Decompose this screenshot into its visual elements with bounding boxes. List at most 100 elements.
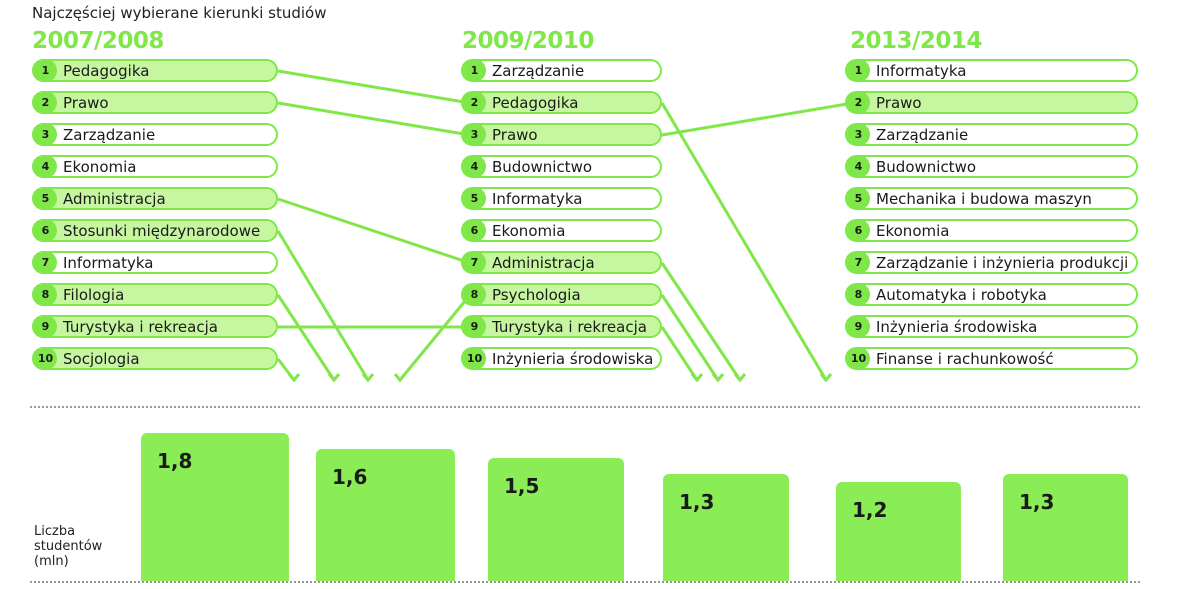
arrow-head bbox=[327, 373, 341, 383]
rank-number-badge: 1 bbox=[847, 59, 870, 82]
y-axis-label-line: studentów bbox=[34, 539, 103, 554]
rank-number-badge: 6 bbox=[34, 219, 57, 242]
rank-number-badge: 4 bbox=[847, 155, 870, 178]
rank-number-badge: 5 bbox=[463, 187, 486, 210]
connector-line bbox=[277, 197, 471, 265]
ranking-item: 7 Administracja bbox=[461, 251, 662, 274]
rank-label: Prawo bbox=[63, 94, 109, 112]
ranking-item: 9 Turystyka i rekreacja bbox=[32, 315, 278, 338]
ranking-item: 7 Informatyka bbox=[32, 251, 278, 274]
connector-line bbox=[276, 230, 370, 381]
ranking-item: 1 Zarządzanie bbox=[461, 59, 662, 82]
bar: 1,6 bbox=[316, 449, 455, 581]
connector-line bbox=[660, 262, 742, 381]
ranking-item: 5 Mechanika i budowa maszyn bbox=[845, 187, 1138, 210]
ranking-item: 2 Prawo bbox=[32, 91, 278, 114]
rank-number-badge: 10 bbox=[463, 347, 486, 370]
rank-number-badge: 10 bbox=[34, 347, 57, 370]
ranking-item: 4 Budownictwo bbox=[845, 155, 1138, 178]
bar-value-label: 1,3 bbox=[1019, 490, 1055, 515]
bar: 1,3 bbox=[663, 474, 789, 581]
rank-label: Ekonomia bbox=[876, 222, 950, 240]
rank-number-badge: 9 bbox=[34, 315, 57, 338]
rank-label: Budownictwo bbox=[492, 158, 593, 176]
ranking-item: 9 Turystyka i rekreacja bbox=[461, 315, 662, 338]
rank-label: Turystyka i rekreacja bbox=[63, 318, 218, 336]
arrow-head bbox=[361, 373, 375, 383]
rank-label: Administracja bbox=[492, 254, 595, 272]
ranking-item: 7 Zarządzanie i inżynieria produkcji bbox=[845, 251, 1138, 274]
ranking-item: 6 Ekonomia bbox=[845, 219, 1138, 242]
year-heading-2009-2010: 2009/2010 bbox=[462, 28, 594, 54]
ranking-item: 3 Zarządzanie bbox=[32, 123, 278, 146]
ranking-item: 9 Inżynieria środowiska bbox=[845, 315, 1138, 338]
rank-label: Ekonomia bbox=[63, 158, 137, 176]
rank-label: Zarządzanie bbox=[876, 126, 969, 144]
rank-label: Psychologia bbox=[492, 286, 581, 304]
rank-label: Informatyka bbox=[876, 62, 967, 80]
rank-label: Pedagogika bbox=[63, 62, 150, 80]
divider-top bbox=[30, 406, 1140, 408]
rank-label: Zarządzanie i inżynieria produkcji bbox=[876, 254, 1129, 272]
rank-label: Socjologia bbox=[63, 350, 140, 368]
rank-number-badge: 2 bbox=[463, 91, 486, 114]
year-heading-2013-2014: 2013/2014 bbox=[850, 28, 982, 54]
rank-label: Prawo bbox=[492, 126, 538, 144]
rank-number-badge: 4 bbox=[463, 155, 486, 178]
arrow-head bbox=[690, 373, 704, 383]
arrow-head bbox=[711, 373, 725, 383]
connector-line bbox=[398, 294, 472, 381]
rank-label: Zarządzanie bbox=[63, 126, 156, 144]
rank-number-badge: 5 bbox=[34, 187, 57, 210]
rank-number-badge: 6 bbox=[463, 219, 486, 242]
ranking-item: 10 Finanse i rachunkowość bbox=[845, 347, 1138, 370]
rank-number-badge: 9 bbox=[847, 315, 870, 338]
rank-label: Finanse i rachunkowość bbox=[876, 350, 1054, 368]
connector-line bbox=[277, 69, 471, 105]
connector-line bbox=[661, 101, 854, 137]
ranking-item: 10 Socjologia bbox=[32, 347, 278, 370]
arrow-head bbox=[287, 373, 301, 383]
bar-value-label: 1,5 bbox=[504, 473, 540, 498]
ranking-list-2007-2008: 1 Pedagogika 2 Prawo 3 Zarządzanie 4 Ekonomia 5 A… bbox=[32, 59, 278, 379]
rank-label: Informatyka bbox=[63, 254, 154, 272]
rank-label: Filologia bbox=[63, 286, 125, 304]
rank-number-badge: 2 bbox=[34, 91, 57, 114]
rank-label: Zarządzanie bbox=[492, 62, 585, 80]
bar: 1,3 bbox=[1003, 474, 1128, 581]
y-axis-label: Liczba studentów (mln) bbox=[34, 524, 102, 569]
rank-number-badge: 5 bbox=[847, 187, 870, 210]
ranking-item: 5 Informatyka bbox=[461, 187, 662, 210]
rank-label: Automatyka i robotyka bbox=[876, 286, 1047, 304]
rank-label: Inżynieria środowiska bbox=[876, 318, 1038, 336]
ranking-item: 3 Prawo bbox=[461, 123, 662, 146]
rank-label: Informatyka bbox=[492, 190, 583, 208]
bar-value-label: 1,3 bbox=[679, 490, 715, 515]
bar-value-label: 1,8 bbox=[157, 449, 193, 473]
ranking-connectors bbox=[276, 69, 854, 383]
rank-number-badge: 3 bbox=[34, 123, 57, 146]
rank-number-badge: 1 bbox=[463, 59, 486, 82]
arrow-head bbox=[819, 373, 833, 383]
ranking-item: 6 Ekonomia bbox=[461, 219, 662, 242]
rank-number-badge: 8 bbox=[463, 283, 486, 306]
rank-number-badge: 9 bbox=[463, 315, 486, 338]
ranking-item: 1 Pedagogika bbox=[32, 59, 278, 82]
ranking-item: 4 Ekonomia bbox=[32, 155, 278, 178]
year-heading-2007-2008: 2007/2008 bbox=[32, 28, 164, 54]
rank-number-badge: 3 bbox=[847, 123, 870, 146]
connector-line bbox=[660, 102, 828, 381]
rank-label: Budownictwo bbox=[876, 158, 977, 176]
ranking-item: 8 Filologia bbox=[32, 283, 278, 306]
rank-label: Stosunki międzynarodowe bbox=[63, 222, 261, 240]
rank-number-badge: 3 bbox=[463, 123, 486, 146]
ranking-item: 1 Informatyka bbox=[845, 59, 1138, 82]
page-title: Najczęściej wybierane kierunki studiów bbox=[32, 4, 327, 22]
rank-label: Pedagogika bbox=[492, 94, 579, 112]
arrow-head bbox=[393, 373, 407, 383]
bar-value-label: 1,2 bbox=[852, 498, 888, 523]
rank-label: Prawo bbox=[876, 94, 922, 112]
connector-line bbox=[276, 294, 336, 381]
ranking-list-2009-2010: 1 Zarządzanie 2 Pedagogika 3 Prawo 4 Budownictw… bbox=[461, 59, 662, 379]
